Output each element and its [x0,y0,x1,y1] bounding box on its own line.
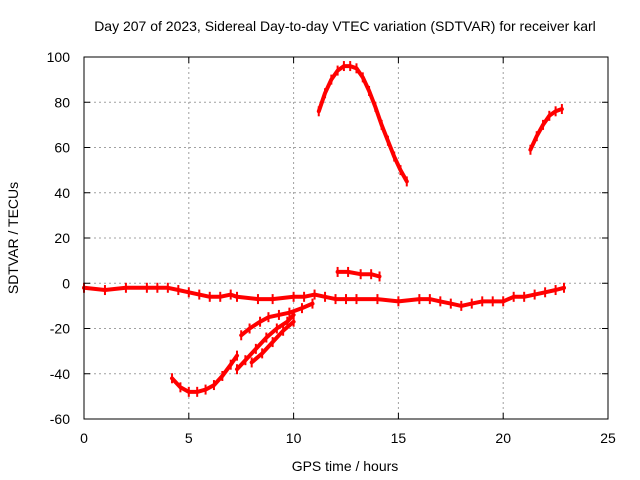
grid-lines [84,57,608,419]
y-tick-label: 0 [62,275,70,291]
y-tick-label: -20 [50,321,70,337]
x-tick-label: 20 [495,430,511,446]
y-tick-label: -60 [50,411,70,427]
x-tick-label: 25 [600,430,616,446]
y-tick-label: 80 [54,94,70,110]
series-line-late-rise [528,107,564,152]
series-line-rising-segment-2 [239,301,315,338]
data-series [82,61,566,397]
x-tick-label: 0 [80,430,88,446]
x-tick-label: 10 [286,430,302,446]
x-tick-label: 5 [185,430,193,446]
y-tick-label: -40 [50,366,70,382]
y-tick-label: 20 [54,230,70,246]
x-axis-label: GPS time / hours [292,458,399,474]
y-axis-label: SDTVAR / TECUs [5,182,21,294]
series-line-small-positive [335,269,382,279]
y-tick-label: 40 [54,185,70,201]
y-tick-label: 60 [54,140,70,156]
axis-ticks: 0 5 10 15 20 25 -60 -40 -20 0 20 40 60 80 100 [47,49,616,446]
x-tick-label: 15 [391,430,407,446]
chart-title: Day 207 of 2023, Sidereal Day-to-day VTE… [94,18,596,34]
y-tick-label: 100 [47,49,71,65]
